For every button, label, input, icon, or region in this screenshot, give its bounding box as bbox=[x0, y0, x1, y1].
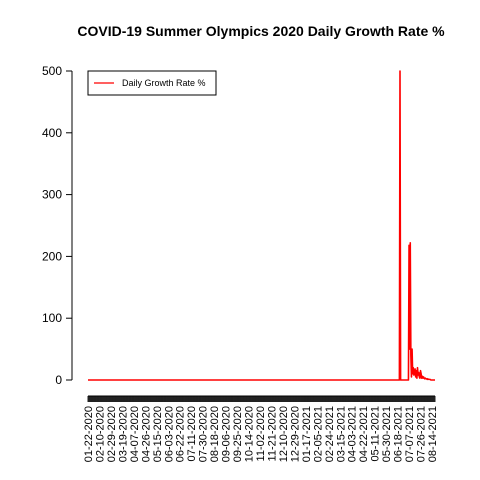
x-tick-label: 02-24-2021 bbox=[324, 406, 336, 462]
x-tick-label: 08-14-2021 bbox=[427, 406, 439, 462]
x-tick-label: 11-21-2020 bbox=[266, 406, 278, 461]
x-tick-label: 02-05-2021 bbox=[312, 406, 324, 462]
x-tick-label: 07-26-2021 bbox=[416, 406, 428, 462]
y-tick-label: 400 bbox=[42, 126, 62, 140]
x-tick-label: 12-10-2020 bbox=[278, 406, 290, 462]
legend-label: Daily Growth Rate % bbox=[122, 78, 206, 88]
x-tick-label: 07-30-2020 bbox=[198, 406, 210, 462]
x-tick-label: 05-11-2021 bbox=[370, 406, 382, 461]
x-tick-label: 12-29-2020 bbox=[289, 406, 301, 462]
legend: Daily Growth Rate % bbox=[87, 70, 217, 96]
x-tick-label: 10-14-2020 bbox=[244, 406, 256, 462]
x-tick-label: 03-19-2020 bbox=[117, 406, 129, 462]
x-tick-label: 07-11-2020 bbox=[186, 406, 198, 461]
y-tick-label: 200 bbox=[42, 249, 62, 263]
x-tick-label: 06-03-2020 bbox=[163, 406, 175, 462]
x-tick-label: 05-30-2021 bbox=[381, 406, 393, 462]
x-tick-label: 01-17-2021 bbox=[301, 406, 313, 462]
x-tick-label: 06-22-2020 bbox=[175, 406, 187, 462]
x-tick-label: 04-22-2021 bbox=[358, 406, 370, 462]
x-tick-label: 06-18-2021 bbox=[393, 406, 405, 462]
x-tick-label: 04-07-2020 bbox=[129, 406, 141, 462]
y-axis: 0 100 200 300 400 500 bbox=[42, 64, 73, 387]
x-tick-label: 02-10-2020 bbox=[94, 406, 106, 462]
x-tick-label: 01-22-2020 bbox=[83, 406, 95, 462]
chart-title: COVID-19 Summer Olympics 2020 Daily Grow… bbox=[77, 23, 445, 39]
x-tick-label: 03-15-2021 bbox=[335, 406, 347, 462]
x-tick-label: 05-15-2020 bbox=[152, 406, 164, 462]
x-tick-label: 11-02-2020 bbox=[255, 406, 267, 461]
x-tick-label: 04-03-2021 bbox=[347, 406, 359, 462]
y-tick-label: 100 bbox=[42, 311, 62, 325]
x-tick-label: 07-07-2021 bbox=[404, 406, 416, 462]
y-tick-label: 300 bbox=[42, 188, 62, 202]
x-tick-label: 08-18-2020 bbox=[209, 406, 221, 462]
x-tick-label: 02-29-2020 bbox=[106, 406, 118, 462]
series-line-daily-growth-rate bbox=[88, 70, 436, 381]
y-tick-label: 500 bbox=[42, 64, 62, 78]
x-tick-label: 04-26-2020 bbox=[140, 406, 152, 462]
x-tick-label: 09-25-2020 bbox=[232, 406, 244, 462]
x-tick-label: 09-06-2020 bbox=[221, 406, 233, 462]
series-layer bbox=[88, 70, 436, 381]
x-axis: 01-22-2020 02-10-2020 02-29-2020 03-19-2020… bbox=[83, 395, 439, 462]
y-tick-label: 0 bbox=[55, 373, 62, 387]
